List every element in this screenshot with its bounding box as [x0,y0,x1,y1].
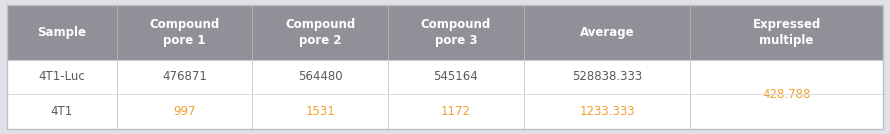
Text: 1172: 1172 [441,105,471,118]
Text: Compound
pore 1: Compound pore 1 [150,18,220,47]
Text: Expressed
multiple: Expressed multiple [752,18,821,47]
Text: 545164: 545164 [433,70,478,83]
Text: 1531: 1531 [305,105,335,118]
Text: 564480: 564480 [298,70,343,83]
Text: Compound
pore 2: Compound pore 2 [285,18,355,47]
Text: 1233.333: 1233.333 [579,105,635,118]
Text: 4T1: 4T1 [51,105,73,118]
Text: Compound
pore 3: Compound pore 3 [421,18,491,47]
Text: 4T1-Luc: 4T1-Luc [38,70,85,83]
Text: Sample: Sample [37,26,86,39]
Text: 997: 997 [174,105,196,118]
Text: Average: Average [579,26,635,39]
Text: 428.788: 428.788 [763,88,811,101]
Bar [7,60,883,94]
Bar [7,94,883,129]
Bar [7,5,883,60]
Text: 476871: 476871 [162,70,206,83]
Text: 528838.333: 528838.333 [572,70,643,83]
